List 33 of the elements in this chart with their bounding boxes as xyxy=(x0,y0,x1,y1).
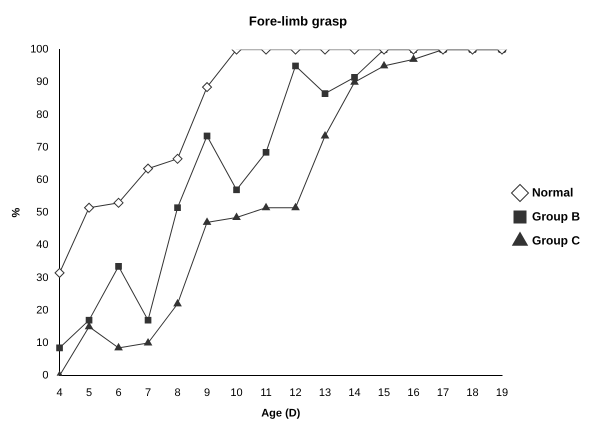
y-tick-label: 30 xyxy=(36,272,49,284)
x-tick-label: 17 xyxy=(436,387,450,400)
y-tick-label: 40 xyxy=(36,239,49,252)
y-tick-label: 60 xyxy=(36,174,49,186)
legend-label: Group B xyxy=(532,209,580,224)
y-axis-title: % xyxy=(10,207,23,218)
x-tick-label: 14 xyxy=(348,387,361,400)
x-tick-label: 10 xyxy=(230,387,243,400)
chart-title: Fore-limb grasp xyxy=(248,13,348,28)
y-tick-label: 50 xyxy=(36,206,49,219)
x-tick-label: 13 xyxy=(318,387,332,400)
x-tick-label: 7 xyxy=(144,387,152,400)
x-tick-label: 15 xyxy=(378,387,390,400)
x-tick-label: 12 xyxy=(289,387,302,400)
x-tick-label: 6 xyxy=(115,387,122,400)
y-tick-label: 10 xyxy=(36,337,49,350)
y-tick-label: 0 xyxy=(42,370,49,382)
x-tick-label: 18 xyxy=(466,387,479,400)
x-axis-title: Age (D) xyxy=(261,407,301,420)
x-tick-label: 8 xyxy=(174,387,181,400)
x-tick-label: 16 xyxy=(407,387,420,400)
legend-label: Normal xyxy=(532,185,574,200)
y-tick-label: 70 xyxy=(36,141,49,154)
x-tick-label: 4 xyxy=(56,387,63,400)
y-tick-label: 100 xyxy=(30,44,49,56)
x-tick-label: 11 xyxy=(260,387,272,400)
y-tick-label: 90 xyxy=(36,76,49,88)
x-tick-label: 9 xyxy=(204,387,210,400)
y-tick-label: 80 xyxy=(36,108,49,121)
legend-label: Group C xyxy=(532,233,580,248)
y-tick-label: 20 xyxy=(36,304,49,316)
x-tick-label: 19 xyxy=(496,387,508,400)
x-tick-label: 5 xyxy=(86,387,92,400)
